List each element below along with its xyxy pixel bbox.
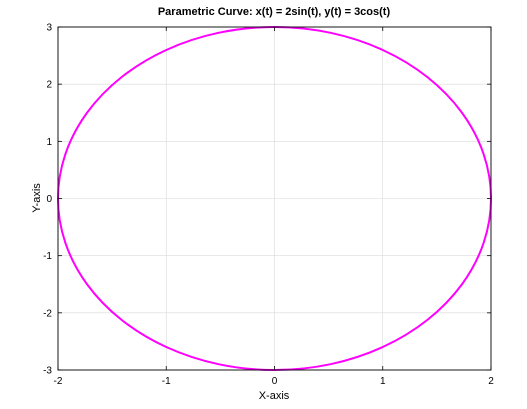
series-point (165, 49, 168, 51)
y-tick-label: -3 (43, 366, 52, 377)
y-tick-label: -2 (43, 308, 52, 319)
x-tick-label: 1 (380, 376, 386, 387)
series-point (426, 318, 429, 321)
series-point (329, 32, 332, 34)
series-point (461, 111, 463, 114)
y-tick-label: -1 (43, 251, 52, 262)
series-point (217, 363, 220, 365)
series-point (217, 32, 220, 34)
series-point (64, 153, 67, 155)
series-point (165, 346, 168, 348)
x-tick-label: -1 (162, 376, 171, 387)
x-tick-label: 0 (272, 376, 278, 387)
series-point (482, 242, 485, 244)
series-point (64, 242, 67, 244)
x-tick-label: 2 (488, 376, 494, 387)
series-point (86, 283, 88, 286)
series-point (381, 49, 384, 51)
series-point (426, 76, 429, 79)
y-tick-label: 3 (46, 23, 52, 34)
series-point (86, 111, 88, 114)
y-tick-label: 0 (46, 194, 52, 205)
y-tick-label: 2 (46, 80, 52, 91)
series-point (461, 283, 463, 286)
x-tick-label: -2 (54, 376, 63, 387)
x-axis-label: X-axis (259, 390, 290, 402)
chart-title: Parametric Curve: x(t) = 2sin(t), y(t) =… (158, 6, 391, 18)
series-point (482, 153, 485, 155)
y-tick-label: 1 (46, 137, 52, 148)
series-point (329, 363, 332, 365)
series-point (381, 346, 384, 348)
y-axis-label: Y-axis (31, 183, 43, 213)
series-point (120, 318, 123, 321)
series-point (120, 76, 123, 79)
